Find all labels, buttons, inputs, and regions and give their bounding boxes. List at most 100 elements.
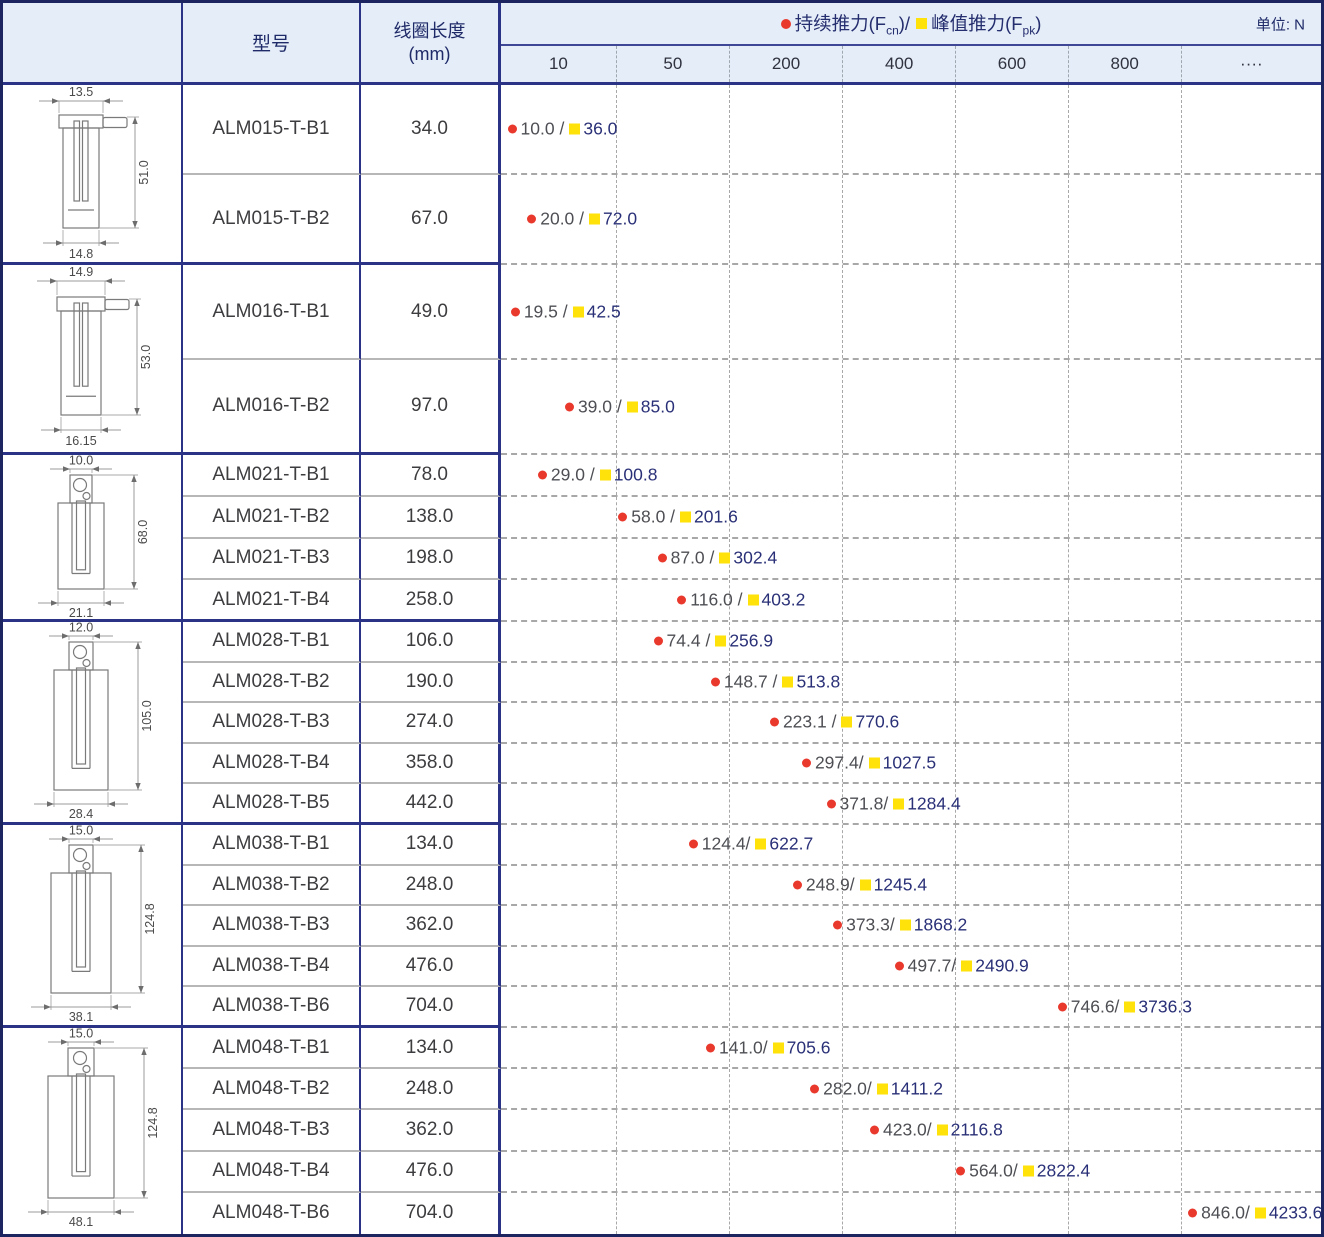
table-row: ALM028-T-B1 106.0 74.4 / 256.9 — [183, 622, 1321, 663]
fpk-marker-icon — [569, 123, 581, 135]
force-chart-cell: 20.0 / 72.0 — [501, 175, 1321, 265]
grid-line — [728, 85, 730, 173]
table-row: ALM021-T-B2 138.0 58.0 / 201.6 — [183, 496, 1321, 539]
data-point: 846.0/4233.6 — [1188, 1203, 1321, 1224]
axis-tick-label: 50 — [615, 46, 729, 82]
grid-line — [842, 496, 844, 537]
fcn-marker-icon — [657, 553, 667, 563]
table-row: ALM015-T-B2 67.0 20.0 / 72.0 — [183, 175, 1321, 265]
coil-length-cell: 134.0 — [361, 825, 501, 866]
header-coil-unit: (mm) — [408, 43, 451, 64]
grid-line — [1067, 1151, 1069, 1191]
fpk-value: 1411.2 — [890, 1078, 944, 1099]
svg-text:14.9: 14.9 — [69, 265, 93, 279]
fpk-value: 770.6 — [855, 711, 900, 732]
fcn-marker-icon — [706, 1043, 715, 1053]
force-chart-cell: 10.0 / 36.0 — [501, 85, 1321, 175]
fpk-value: 302.4 — [733, 547, 778, 568]
force-chart-cell: 74.4 / 256.9 — [501, 622, 1321, 663]
header-coil: 线圈长度 (mm) — [361, 3, 501, 82]
data-point: 148.7 / 513.8 — [710, 671, 840, 692]
grid-line — [955, 175, 957, 263]
grid-line — [1067, 1110, 1069, 1150]
fcn-marker-icon — [769, 717, 779, 727]
model-cell: ALM038-T-B4 — [183, 946, 361, 988]
grid-line — [1180, 1192, 1182, 1235]
axis-tick-label: ···· — [1180, 46, 1321, 82]
force-chart-cell: 564.0/2822.4 — [501, 1151, 1321, 1193]
fcn-value: 297.4/ — [814, 752, 864, 773]
grid-line — [728, 946, 730, 986]
grid-line — [1180, 622, 1182, 661]
grid-line — [615, 622, 617, 661]
grid-line — [728, 1192, 730, 1235]
model-cell: ALM015-T-B1 — [183, 85, 361, 175]
svg-text:12.0: 12.0 — [69, 622, 93, 635]
table-row: ALM021-T-B3 198.0 87.0 / 302.4 — [183, 538, 1321, 581]
data-point: 248.9/1245.4 — [792, 874, 927, 895]
fcn-marker-icon — [677, 595, 687, 605]
data-point: 423.0/2116.8 — [870, 1120, 1003, 1141]
header-chart: 持续推力(Fcn) / 峰值推力(Fpk) 单位: N 10 50 200 400 60… — [501, 3, 1321, 82]
force-chart-cell: 371.8/1284.4 — [501, 784, 1321, 825]
grid-line — [615, 455, 617, 495]
grid-line — [1067, 1069, 1069, 1109]
grid-line — [955, 825, 957, 864]
grid-line — [1180, 865, 1182, 905]
grid-line — [1180, 662, 1182, 702]
motor-drawing: 13.5 51.0 14.8 — [3, 85, 183, 265]
fpk-marker-icon — [599, 469, 611, 481]
coil-length-cell: 274.0 — [361, 703, 501, 744]
grid-line — [842, 1192, 844, 1235]
fcn-marker-icon — [870, 1125, 879, 1135]
force-chart-cell: 141.0/705.6 — [501, 1028, 1321, 1070]
table-row: ALM048-T-B2 248.0 282.0/1411.2 — [183, 1069, 1321, 1111]
chart-legend: 持续推力(Fcn) / 峰值推力(Fpk) 单位: N — [501, 3, 1321, 46]
grid-line — [842, 1028, 844, 1068]
grid-line — [728, 265, 730, 358]
grid-line — [728, 360, 730, 453]
fcn-marker-icon — [564, 402, 574, 411]
table-row: ALM016-T-B2 97.0 39.0 / 85.0 — [183, 360, 1321, 455]
fpk-legend-label: 峰值推力(Fpk) — [931, 12, 1042, 38]
grid-line — [1067, 580, 1069, 620]
grid-line — [842, 865, 844, 905]
data-point: 116.0 / 403.2 — [677, 590, 805, 611]
table-row: ALM038-T-B4 476.0 497.7/2490.9 — [183, 946, 1321, 988]
grid-line — [842, 662, 844, 702]
model-cell: ALM021-T-B1 — [183, 455, 361, 497]
grid-line — [1180, 1028, 1182, 1068]
fpk-value: 2490.9 — [975, 955, 1029, 976]
fpk-value: 1027.5 — [882, 752, 937, 773]
fcn-value: 248.9/ — [805, 874, 855, 895]
grid-line — [615, 743, 617, 783]
model-cell: ALM038-T-B2 — [183, 865, 361, 907]
model-cell: ALM048-T-B2 — [183, 1069, 361, 1111]
grid-line — [955, 622, 957, 661]
table-row: ALM028-T-B2 190.0 148.7 / 513.8 — [183, 662, 1321, 704]
grid-line — [955, 703, 957, 742]
grid-line — [1180, 175, 1182, 263]
grid-line — [615, 360, 617, 453]
table-row: ALM048-T-B1 134.0 141.0/705.6 — [183, 1028, 1321, 1070]
grid-line — [615, 1192, 617, 1235]
grid-line — [728, 1151, 730, 1191]
svg-text:15.0: 15.0 — [69, 825, 93, 838]
force-chart-cell: 116.0 / 403.2 — [501, 580, 1321, 622]
grid-line — [955, 1028, 957, 1068]
grid-line — [728, 580, 730, 620]
svg-text:14.8: 14.8 — [69, 247, 93, 261]
model-cell: ALM048-T-B3 — [183, 1110, 361, 1152]
svg-text:48.1: 48.1 — [69, 1215, 93, 1229]
grid-line — [1067, 455, 1069, 495]
grid-line — [1180, 743, 1182, 783]
fcn-value: 373.3/ — [846, 914, 895, 935]
fpk-value: 100.8 — [613, 464, 658, 485]
grid-line — [955, 455, 957, 495]
table-row: ALM038-T-B6 704.0 746.6/3736.3 — [183, 987, 1321, 1028]
force-chart-cell: 29.0 / 100.8 — [501, 455, 1321, 497]
fcn-marker-icon — [956, 1166, 966, 1176]
grid-line — [1180, 1151, 1182, 1191]
grid-line — [1067, 622, 1069, 661]
svg-text:124.8: 124.8 — [143, 903, 157, 934]
